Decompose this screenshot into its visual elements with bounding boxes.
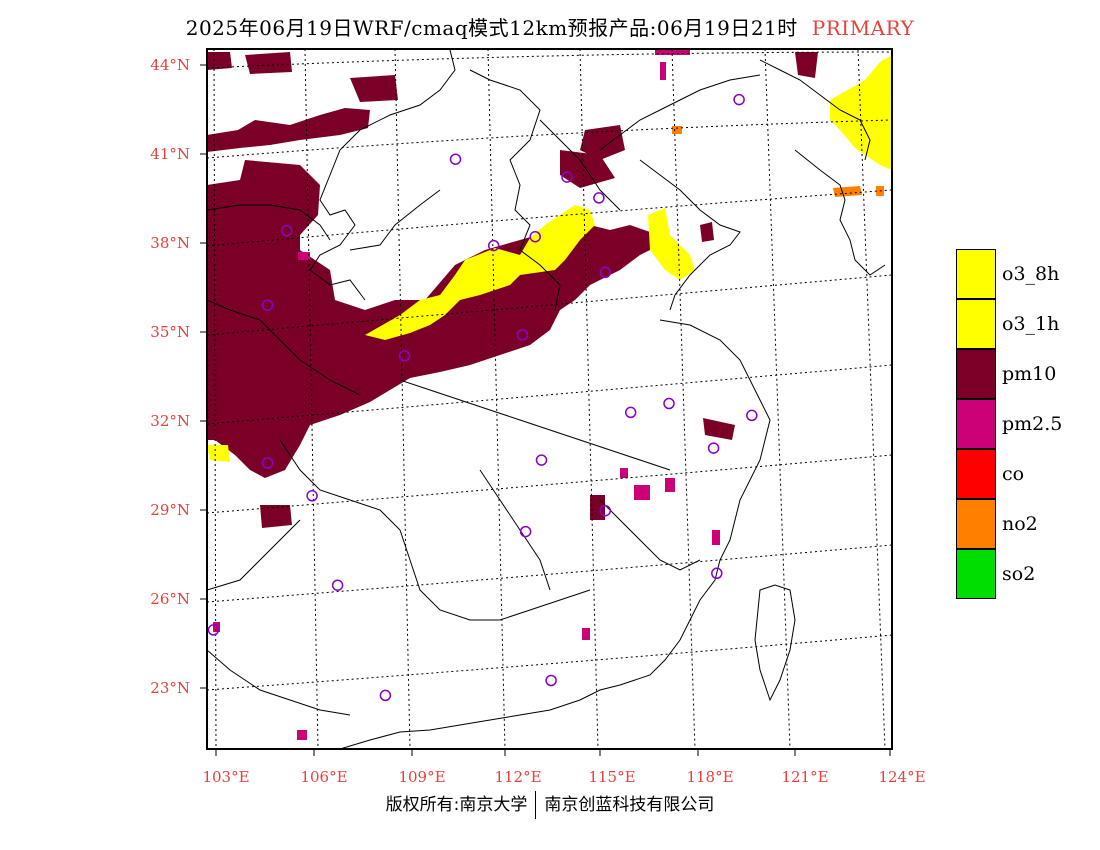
pm10-region-north xyxy=(207,108,370,152)
legend-swatch xyxy=(956,349,996,399)
station-marker xyxy=(593,192,605,204)
station-marker xyxy=(663,397,675,410)
station-marker xyxy=(545,674,557,687)
lat-tick-label: 23°N xyxy=(150,679,190,697)
o3-band xyxy=(365,205,595,340)
station-marker xyxy=(280,224,293,237)
station-marker xyxy=(733,93,745,106)
station-marker xyxy=(599,504,612,517)
station-marker xyxy=(379,689,392,702)
lat-tick-label: 38°N xyxy=(150,234,190,252)
lon-tick-label: 121°E xyxy=(781,768,828,786)
lon-tick-label: 109°E xyxy=(398,768,445,786)
station-marker xyxy=(746,409,758,422)
legend-label: pm10 xyxy=(1002,363,1057,385)
lat-axis xyxy=(200,64,207,689)
monitoring-stations xyxy=(207,93,758,702)
station-marker xyxy=(516,329,529,341)
legend-label: so2 xyxy=(1002,563,1036,585)
map-title: 2025年06月19日WRF/cmaq模式12km预报产品:06月19日21时 P… xyxy=(0,12,1100,41)
station-marker xyxy=(331,579,344,591)
station-marker xyxy=(707,442,720,454)
station-marker xyxy=(261,299,274,311)
legend-label: co xyxy=(1002,463,1025,485)
station-marker xyxy=(306,490,318,502)
legend-label: no2 xyxy=(1002,513,1038,535)
station-marker xyxy=(561,171,573,183)
station-marker xyxy=(711,567,723,580)
station-marker xyxy=(535,454,548,466)
station-marker xyxy=(529,230,541,243)
boundaries xyxy=(207,49,886,749)
legend-label: o3_8h xyxy=(1002,263,1060,285)
footer-divider xyxy=(535,791,537,819)
map-frame xyxy=(206,48,893,750)
lat-tick-label: 41°N xyxy=(150,145,190,163)
lat-tick-label: 35°N xyxy=(150,323,190,341)
lat-tick-label: 32°N xyxy=(150,412,190,430)
legend-swatch xyxy=(956,399,996,449)
legend-swatch xyxy=(956,449,996,499)
legend-swatch xyxy=(956,499,996,549)
legend-label: pm2.5 xyxy=(1002,413,1063,435)
station-marker xyxy=(624,406,637,419)
map-title-highlight: PRIMARY xyxy=(811,16,915,40)
station-marker xyxy=(207,624,220,636)
graticule xyxy=(207,49,892,749)
station-marker xyxy=(261,457,274,469)
station-marker xyxy=(398,350,411,362)
station-marker xyxy=(599,266,612,279)
lon-tick-label: 106°E xyxy=(300,768,347,786)
lon-axis xyxy=(215,749,891,756)
lon-tick-label: 124°E xyxy=(878,768,925,786)
lon-tick-label: 103°E xyxy=(202,768,249,786)
lon-tick-label: 115°E xyxy=(588,768,635,786)
station-marker xyxy=(449,153,462,165)
lat-tick-label: 44°N xyxy=(150,56,190,74)
legend-swatch xyxy=(956,299,996,349)
legend-label: o3_1h xyxy=(1002,313,1060,335)
lat-tick-label: 26°N xyxy=(150,590,190,608)
copyright-right: 南京创蓝科技有限公司 xyxy=(544,795,715,815)
legend-swatch xyxy=(956,549,996,599)
copyright-left: 版权所有:南京大学 xyxy=(385,795,528,815)
lon-tick-label: 118°E xyxy=(686,768,733,786)
lon-tick-label: 112°E xyxy=(494,768,541,786)
map-title-main: 2025年06月19日WRF/cmaq模式12km预报产品:06月19日21时 xyxy=(185,16,798,40)
lat-tick-label: 29°N xyxy=(150,501,190,519)
pollutant-shading xyxy=(207,49,892,740)
station-marker xyxy=(487,239,500,252)
station-marker xyxy=(519,525,532,538)
legend-swatch xyxy=(956,249,996,299)
copyright-footer: 版权所有:南京大学 南京创蓝科技有限公司 xyxy=(0,790,1100,819)
